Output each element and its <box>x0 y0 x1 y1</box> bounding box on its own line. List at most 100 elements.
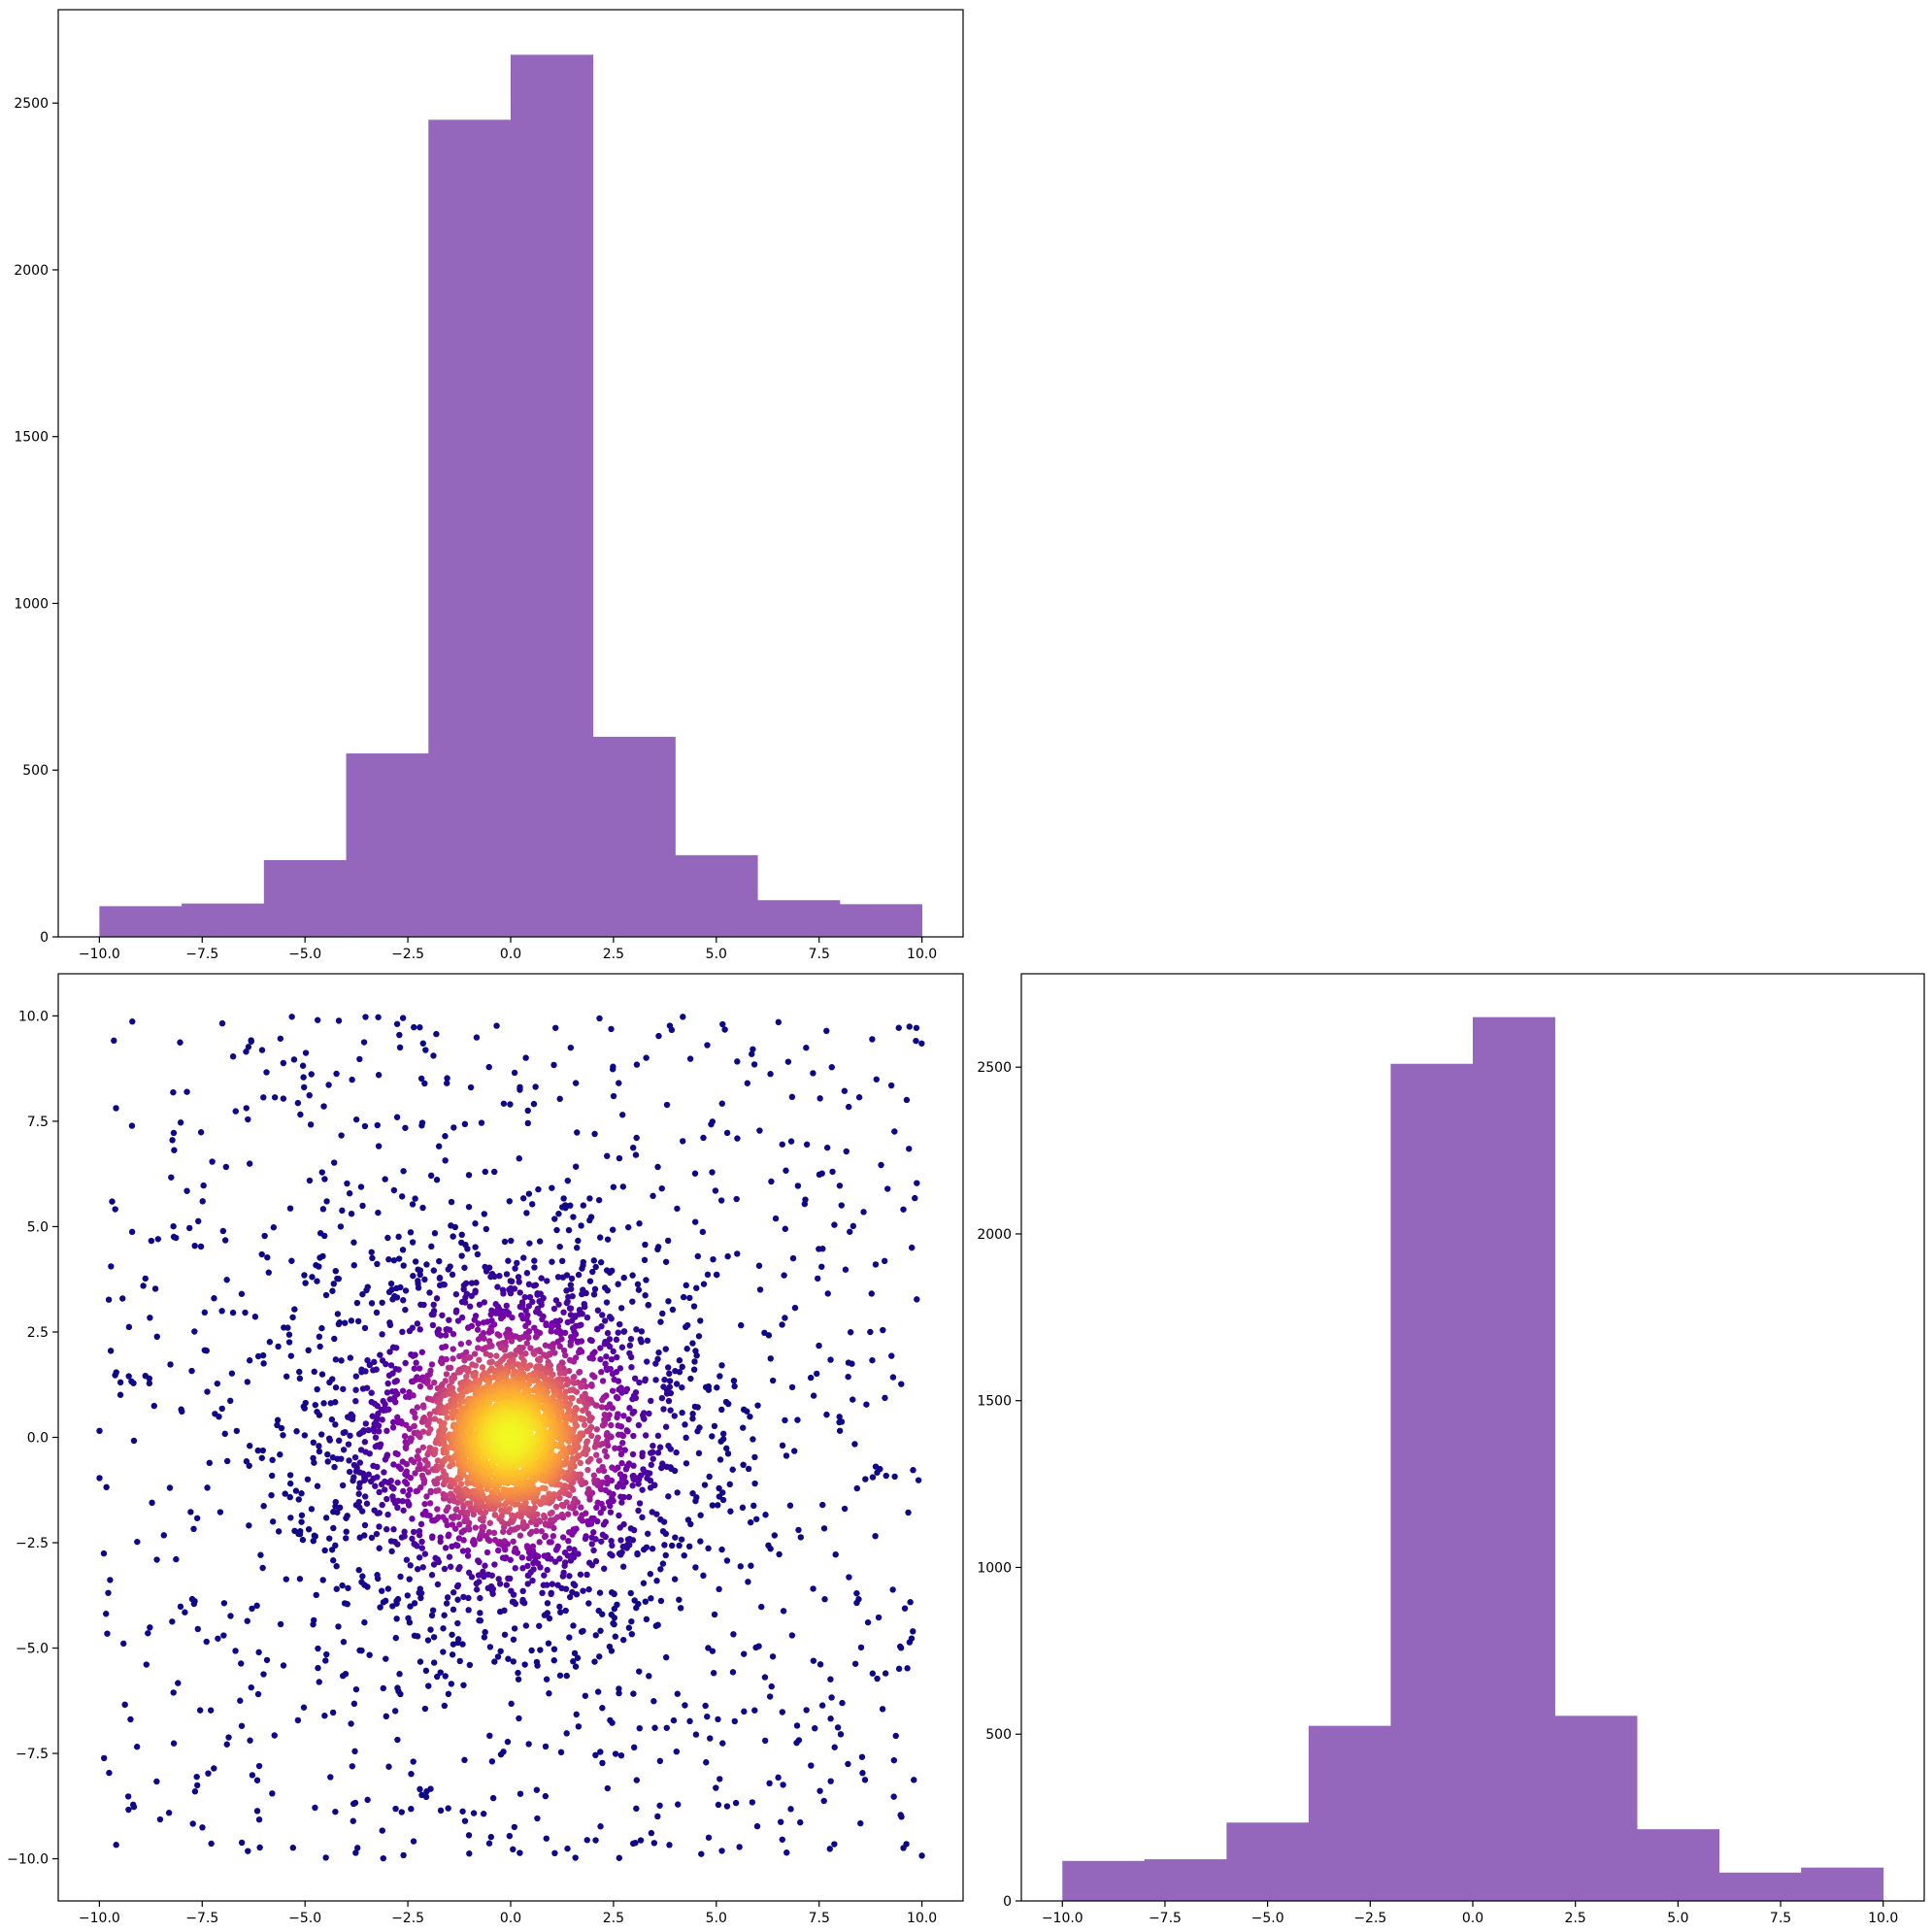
scatter-point <box>411 1365 418 1372</box>
scatter-point <box>437 1332 445 1339</box>
scatter-point <box>540 1494 547 1502</box>
scatter-point <box>553 1514 561 1520</box>
scatter-point <box>296 1576 304 1582</box>
scatter-point <box>394 1390 401 1398</box>
scatter-point <box>581 1421 588 1428</box>
scatter-point <box>441 1386 448 1393</box>
scatter-point <box>400 1262 407 1269</box>
scatter-point <box>616 1365 624 1372</box>
scatter-point <box>565 1367 573 1375</box>
scatter-point <box>422 1667 430 1675</box>
scatter-point <box>663 1463 671 1471</box>
scatter-point <box>749 1050 755 1057</box>
scatter-point <box>375 1072 383 1079</box>
scatter-point <box>321 1232 328 1240</box>
scatter-point <box>259 1447 267 1454</box>
scatter-point <box>319 1252 326 1260</box>
scatter-point <box>918 1040 925 1047</box>
scatter-point <box>638 1328 646 1335</box>
scatter-point <box>703 1759 710 1766</box>
scatter-point <box>508 1278 516 1285</box>
scatter-point <box>133 1744 141 1750</box>
scatter-point <box>412 1195 418 1202</box>
scatter-point <box>594 1688 602 1695</box>
scatter-point <box>646 1410 652 1417</box>
scatter-point <box>391 1708 399 1715</box>
scatter-point <box>511 1285 518 1292</box>
scatter-point <box>716 1484 722 1492</box>
scatter-point <box>435 1143 443 1149</box>
scatter-point <box>244 1617 250 1624</box>
scatter-point <box>374 1463 381 1471</box>
scatter-point <box>726 1481 733 1488</box>
scatter-point <box>366 1450 373 1457</box>
scatter-point <box>624 1536 632 1543</box>
scatter-point <box>456 1563 463 1571</box>
scatter-point <box>311 1368 317 1376</box>
scatter-point <box>399 1498 406 1505</box>
scatter-point <box>312 1533 318 1540</box>
scatter-point <box>679 1409 685 1416</box>
scatter-point <box>731 1382 738 1390</box>
scatter-point <box>419 1040 426 1047</box>
scatter-point <box>590 1547 597 1554</box>
scatter-point <box>458 1231 465 1239</box>
scatter-point <box>508 1237 515 1245</box>
scatter-point <box>748 1562 754 1569</box>
scatter-point <box>418 1122 425 1129</box>
y-tick-label: 2500 <box>14 96 49 112</box>
scatter-point <box>390 1461 397 1468</box>
scatter-point <box>522 1322 529 1330</box>
scatter-point <box>440 1649 447 1655</box>
scatter-point <box>238 1290 246 1297</box>
scatter-point <box>598 1404 606 1411</box>
scatter-point <box>399 1328 406 1336</box>
scatter-point <box>780 1608 787 1615</box>
scatter-point <box>554 1543 561 1550</box>
scatter-point <box>692 1564 699 1571</box>
scatter-point <box>566 1356 574 1364</box>
scatter-point <box>516 1790 524 1797</box>
scatter-point <box>862 1476 869 1482</box>
scatter-point <box>636 1379 643 1386</box>
scatter-point <box>352 1849 359 1856</box>
scatter-point <box>751 1453 758 1461</box>
scatter-point <box>654 1813 661 1820</box>
scatter-point <box>603 1452 611 1460</box>
scatter-point <box>183 1088 190 1095</box>
scatter-point <box>713 1784 719 1791</box>
scatter-point <box>330 1557 337 1564</box>
scatter-point <box>769 1377 777 1384</box>
scatter-point <box>533 1658 541 1666</box>
scatter-point <box>628 1617 635 1625</box>
scatter-point <box>643 1054 650 1061</box>
scatter-point <box>365 1471 372 1478</box>
scatter-point <box>310 1616 317 1624</box>
scatter-point <box>583 1314 591 1321</box>
scatter-point <box>286 1205 294 1212</box>
scatter-point <box>702 1702 709 1710</box>
scatter-point <box>518 1554 526 1561</box>
scatter-point <box>100 1549 108 1557</box>
scatter-point <box>716 1493 723 1500</box>
scatter-point <box>488 1358 495 1365</box>
scatter-point <box>665 1397 673 1405</box>
scatter-point <box>233 1427 241 1435</box>
scatter-point <box>814 1370 820 1378</box>
scatter-point <box>523 1543 531 1549</box>
scatter-point <box>636 1724 643 1732</box>
scatter-point <box>509 1598 516 1606</box>
scatter-point <box>340 1385 347 1392</box>
scatter-point <box>441 1612 448 1618</box>
scatter-point <box>269 1456 276 1464</box>
scatter-point <box>562 1607 569 1615</box>
scatter-point <box>477 1610 483 1616</box>
scatter-point <box>561 1351 569 1359</box>
scatter-point <box>512 1545 518 1552</box>
scatter-point <box>471 1350 479 1357</box>
scatter-point <box>485 1529 493 1536</box>
scatter-point <box>845 1373 851 1381</box>
scatter-point <box>505 1655 512 1662</box>
scatter-point <box>752 1644 759 1651</box>
scatter-point <box>693 1494 700 1501</box>
